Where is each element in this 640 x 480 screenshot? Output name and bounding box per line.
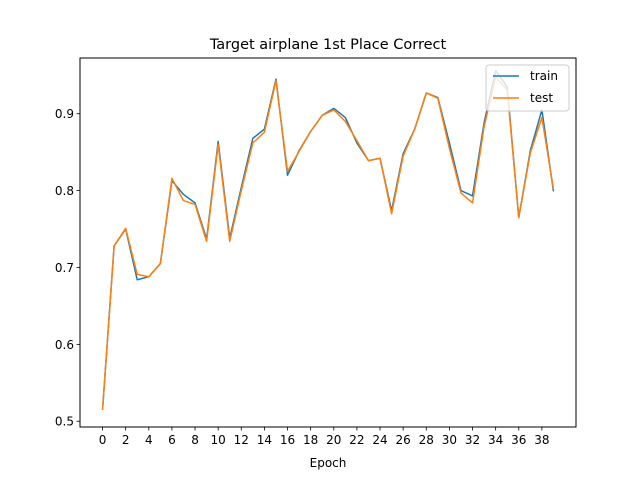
x-tick-label: 16 <box>280 433 295 447</box>
legend-label-test: test <box>530 91 553 105</box>
y-tick-label: 0.7 <box>55 261 74 275</box>
y-tick-label: 0.5 <box>55 415 74 429</box>
legend-label-train: train <box>530 69 558 83</box>
x-tick-label: 4 <box>145 433 153 447</box>
x-tick-label: 26 <box>396 433 411 447</box>
plot-frame <box>79 57 577 428</box>
x-tick-label: 32 <box>465 433 480 447</box>
series-lines-layer <box>101 69 555 410</box>
x-tick-label: 18 <box>303 433 318 447</box>
x-tick-label: 34 <box>488 433 503 447</box>
x-tick-label: 28 <box>419 433 434 447</box>
x-tick-label: 24 <box>372 433 387 447</box>
x-tick-label: 0 <box>99 433 107 447</box>
y-tick-label: 0.6 <box>55 338 74 352</box>
x-tick-label: 2 <box>122 433 130 447</box>
y-axis-ticks: 0.5 0.6 0.7 0.8 0.9 <box>55 107 80 429</box>
y-tick-label: 0.8 <box>55 184 74 198</box>
chart-title: Target airplane 1st Place Correct <box>209 37 447 53</box>
x-tick-label: 36 <box>511 433 526 447</box>
x-tick-label: 14 <box>257 433 272 447</box>
legend: train test <box>485 64 570 112</box>
x-tick-label: 8 <box>191 433 199 447</box>
x-tick-label: 20 <box>326 433 341 447</box>
x-axis-label: Epoch <box>310 456 347 470</box>
x-tick-label: 22 <box>349 433 364 447</box>
x-tick-label: 12 <box>234 433 249 447</box>
series-line-test <box>101 76 555 410</box>
x-tick-label: 10 <box>211 433 226 447</box>
x-tick-label: 6 <box>168 433 176 447</box>
y-tick-label: 0.9 <box>55 107 74 121</box>
x-tick-label: 38 <box>534 433 549 447</box>
x-axis-ticks: 0 2 4 6 8 10 12 14 16 18 20 22 24 26 28 30 32 34 36 38 <box>99 427 550 447</box>
x-tick-label: 30 <box>442 433 457 447</box>
